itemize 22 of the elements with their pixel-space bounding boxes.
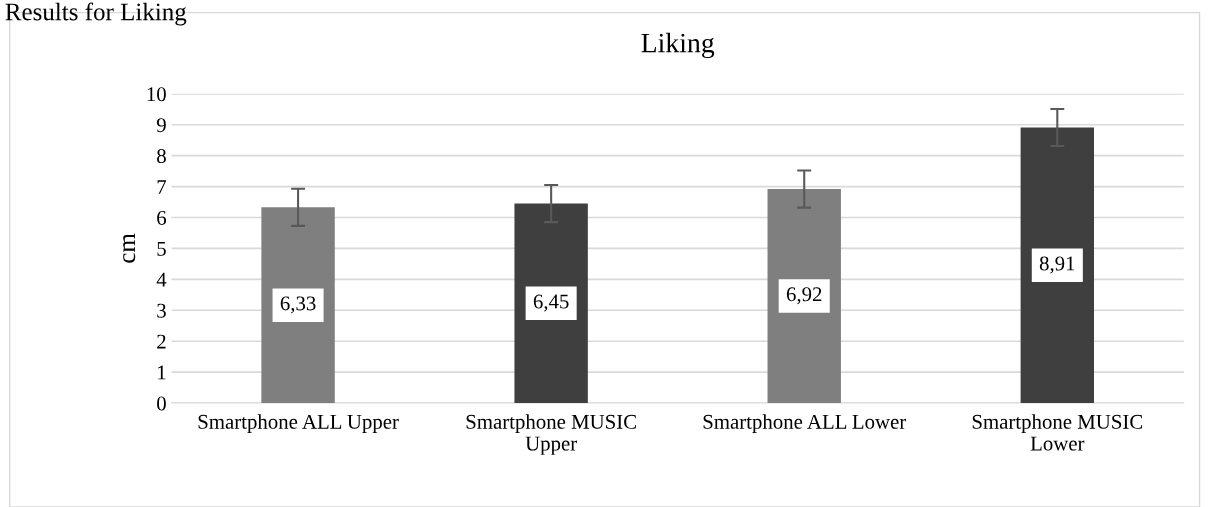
y-tick-label: 8 xyxy=(157,149,166,164)
x-tick-label: Smartphone ALL Upper xyxy=(198,414,399,434)
y-tick-label: 2 xyxy=(157,334,166,349)
y-tick-label: 7 xyxy=(157,180,167,194)
y-tick-label: 9 xyxy=(156,118,166,133)
y-tick-label: 1 xyxy=(158,365,166,380)
y-tick-label: 3 xyxy=(157,303,166,318)
y-axis-title: cm xyxy=(123,233,136,263)
y-tick-label: 4 xyxy=(156,272,167,287)
chart-title: Liking xyxy=(641,32,715,59)
y-tick-label: 10 xyxy=(147,87,166,102)
y-tick-label: 0 xyxy=(157,396,166,411)
y-tick-label: 5 xyxy=(157,242,166,256)
x-tick-label: Smartphone MUSIC Lower xyxy=(972,414,1143,451)
x-tick-label: Smartphone ALL Lower xyxy=(703,414,907,434)
y-tick-label: 6 xyxy=(157,210,167,225)
data-label: 8,91 xyxy=(1039,256,1075,274)
data-label: 6,45 xyxy=(533,294,569,312)
text: Results for Liking xyxy=(5,2,187,26)
x-tick-label: Smartphone MUSIC Upper xyxy=(466,414,636,455)
data-label: 6,92 xyxy=(786,287,822,305)
data-label: 6,33 xyxy=(280,296,316,314)
